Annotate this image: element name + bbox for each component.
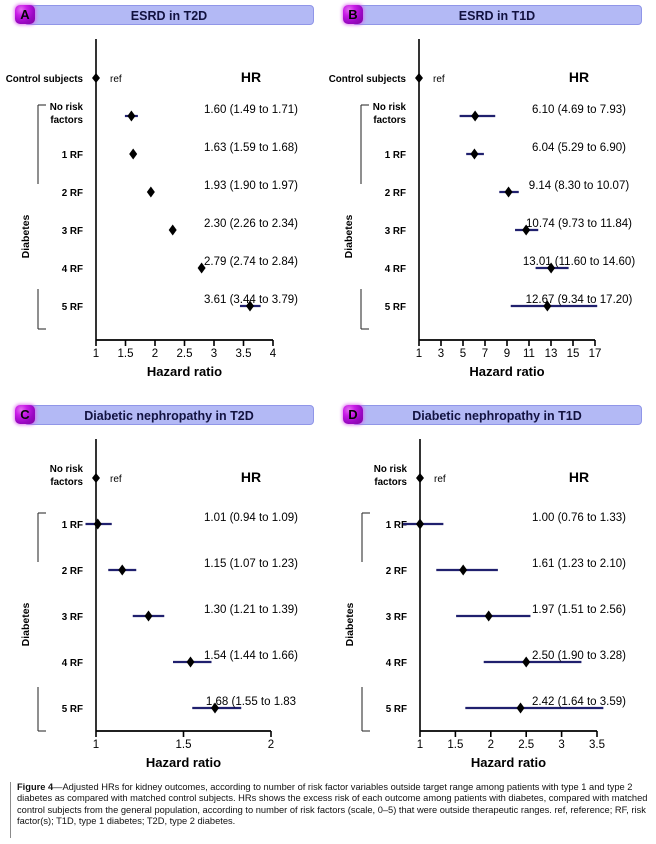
- svg-text:HR: HR: [241, 69, 261, 85]
- svg-text:Hazard ratio: Hazard ratio: [471, 755, 546, 770]
- svg-text:2.5: 2.5: [177, 348, 193, 360]
- svg-text:5 RF: 5 RF: [385, 302, 406, 313]
- svg-text:3 RF: 3 RF: [62, 612, 83, 623]
- svg-text:3: 3: [558, 739, 564, 751]
- svg-text:3 RF: 3 RF: [386, 612, 407, 623]
- svg-text:2.79 (2.74 to 2.84): 2.79 (2.74 to 2.84): [204, 256, 298, 268]
- svg-text:1: 1: [93, 348, 99, 360]
- svg-text:1: 1: [417, 739, 423, 751]
- svg-text:Control subjects: Control subjects: [329, 74, 407, 85]
- svg-text:1 RF: 1 RF: [386, 520, 407, 531]
- svg-text:3: 3: [211, 348, 217, 360]
- svg-text:ref: ref: [110, 74, 122, 85]
- svg-text:ref: ref: [433, 74, 445, 85]
- svg-text:13: 13: [545, 348, 558, 360]
- svg-text:3 RF: 3 RF: [62, 226, 83, 237]
- svg-text:ref: ref: [110, 474, 122, 485]
- svg-text:2: 2: [268, 739, 274, 751]
- svg-text:1 RF: 1 RF: [62, 150, 83, 161]
- svg-text:11: 11: [523, 348, 535, 360]
- svg-text:1.61 (1.23 to 2.10): 1.61 (1.23 to 2.10): [532, 558, 626, 570]
- svg-text:Hazard ratio: Hazard ratio: [469, 364, 544, 379]
- svg-text:HR: HR: [569, 69, 589, 85]
- svg-text:5 RF: 5 RF: [386, 704, 407, 715]
- svg-text:5 RF: 5 RF: [62, 302, 83, 313]
- svg-text:HR: HR: [241, 469, 261, 485]
- svg-text:2.30 (2.26 to 2.34): 2.30 (2.26 to 2.34): [204, 218, 298, 230]
- svg-text:10.74 (9.73 to 11.84): 10.74 (9.73 to 11.84): [526, 218, 632, 230]
- svg-text:1.00 (0.76 to 1.33): 1.00 (0.76 to 1.33): [532, 512, 626, 524]
- svg-text:Diabetes: Diabetes: [344, 602, 356, 646]
- svg-text:1.30 (1.21 to 1.39): 1.30 (1.21 to 1.39): [204, 604, 298, 616]
- svg-text:5: 5: [460, 348, 466, 360]
- svg-text:13.01 (11.60 to 14.60): 13.01 (11.60 to 14.60): [523, 256, 635, 268]
- svg-text:3 RF: 3 RF: [385, 226, 406, 237]
- svg-text:2 RF: 2 RF: [62, 188, 83, 199]
- svg-text:1 RF: 1 RF: [62, 520, 83, 531]
- svg-text:2: 2: [488, 739, 494, 751]
- svg-text:1.68 (1.55 to 1.83: 1.68 (1.55 to 1.83: [206, 696, 296, 708]
- svg-text:4 RF: 4 RF: [386, 658, 407, 669]
- svg-text:2.5: 2.5: [518, 739, 534, 751]
- svg-text:Diabetes: Diabetes: [343, 214, 355, 258]
- svg-text:1.15 (1.07 to 1.23): 1.15 (1.07 to 1.23): [204, 558, 298, 570]
- svg-text:2 RF: 2 RF: [62, 566, 83, 577]
- svg-text:1.97 (1.51 to 2.56): 1.97 (1.51 to 2.56): [532, 604, 626, 616]
- svg-text:17: 17: [589, 348, 602, 360]
- svg-text:ref: ref: [434, 474, 446, 485]
- svg-text:1.5: 1.5: [118, 348, 134, 360]
- svg-text:2 RF: 2 RF: [385, 188, 406, 199]
- svg-text:4 RF: 4 RF: [62, 264, 83, 275]
- svg-text:3.61 (3.44 to 3.79): 3.61 (3.44 to 3.79): [204, 294, 298, 306]
- svg-text:4 RF: 4 RF: [385, 264, 406, 275]
- svg-text:3: 3: [438, 348, 444, 360]
- svg-text:1.01 (0.94 to 1.09): 1.01 (0.94 to 1.09): [204, 512, 298, 524]
- svg-text:4 RF: 4 RF: [62, 658, 83, 669]
- svg-text:1.54 (1.44 to 1.66): 1.54 (1.44 to 1.66): [204, 650, 298, 662]
- svg-text:2 RF: 2 RF: [386, 566, 407, 577]
- svg-text:1.5: 1.5: [176, 739, 192, 751]
- svg-text:1 RF: 1 RF: [385, 150, 406, 161]
- svg-text:2.50 (1.90 to 3.28): 2.50 (1.90 to 3.28): [532, 650, 626, 662]
- svg-text:Hazard ratio: Hazard ratio: [147, 364, 222, 379]
- svg-text:3.5: 3.5: [236, 348, 252, 360]
- svg-text:1.63 (1.59 to 1.68): 1.63 (1.59 to 1.68): [204, 142, 298, 154]
- svg-text:7: 7: [482, 348, 488, 360]
- svg-text:15: 15: [567, 348, 580, 360]
- svg-text:6.10 (4.69 to 7.93): 6.10 (4.69 to 7.93): [532, 104, 626, 116]
- svg-text:2: 2: [152, 348, 158, 360]
- svg-text:1: 1: [93, 739, 99, 751]
- svg-text:1.5: 1.5: [447, 739, 463, 751]
- svg-text:1.93 (1.90 to 1.97): 1.93 (1.90 to 1.97): [204, 180, 298, 192]
- svg-text:Diabetes: Diabetes: [20, 602, 32, 646]
- svg-text:1: 1: [416, 348, 422, 360]
- svg-text:6.04 (5.29 to 6.90): 6.04 (5.29 to 6.90): [532, 142, 626, 154]
- svg-text:4: 4: [270, 348, 277, 360]
- svg-text:3.5: 3.5: [589, 739, 605, 751]
- svg-text:Hazard ratio: Hazard ratio: [146, 755, 221, 770]
- svg-text:Diabetes: Diabetes: [20, 214, 32, 258]
- svg-text:9.14 (8.30 to 10.07): 9.14 (8.30 to 10.07): [529, 180, 630, 192]
- svg-text:9: 9: [504, 348, 510, 360]
- svg-text:12.67 (9.34 to 17.20): 12.67 (9.34 to 17.20): [526, 294, 633, 306]
- svg-text:5 RF: 5 RF: [62, 704, 83, 715]
- svg-text:Control subjects: Control subjects: [6, 74, 84, 85]
- svg-text:1.60 (1.49 to 1.71): 1.60 (1.49 to 1.71): [204, 104, 298, 116]
- svg-text:HR: HR: [569, 469, 589, 485]
- svg-text:2.42 (1.64 to 3.59): 2.42 (1.64 to 3.59): [532, 696, 626, 708]
